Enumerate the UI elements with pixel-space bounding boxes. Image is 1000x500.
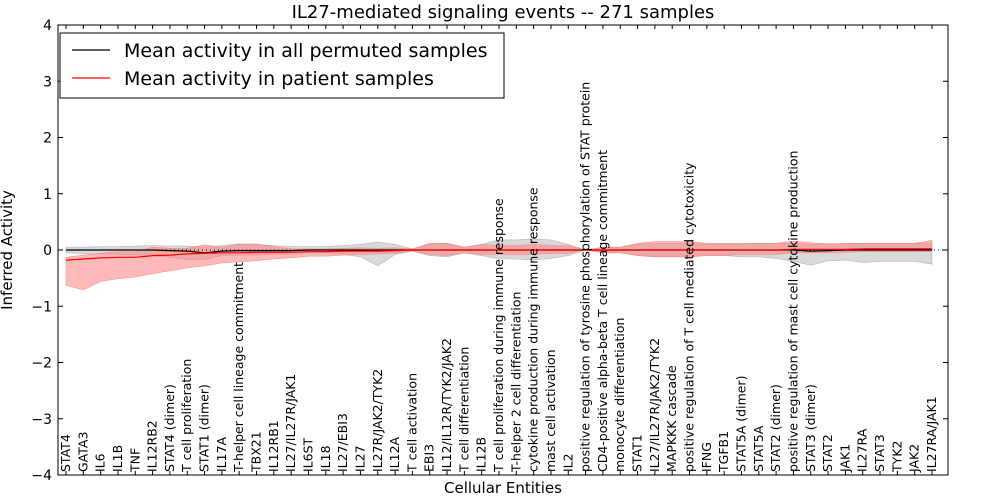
x-tick-label: IL12B (474, 437, 489, 472)
x-tick-label: STAT3 (872, 434, 887, 472)
x-axis-label: Cellular Entities (444, 479, 562, 497)
chart-title: IL27-mediated signaling events -- 271 sa… (292, 2, 715, 23)
x-tick-label: positive regulation of mast cell cytokin… (785, 151, 800, 472)
x-tick-label: TGFB1 (716, 431, 731, 473)
x-tick-label: mast cell activation (543, 349, 558, 472)
x-tick-label: IL18 (318, 445, 333, 472)
y-tick-label: 2 (43, 131, 52, 147)
x-tick-label: T cell proliferation during immune respo… (491, 198, 506, 473)
x-tick-label: STAT2 (dimer) (768, 384, 783, 472)
x-tick-label: IL27/IL27R/JAK1 (283, 374, 298, 472)
y-tick-label: 4 (43, 18, 52, 34)
x-tick-label: GATA3 (75, 432, 90, 472)
x-tick-label: TNF (127, 448, 142, 473)
x-tick-label: IL17A (214, 436, 229, 472)
x-tick-label: T-helper cell lineage commitment (231, 262, 246, 473)
y-tick-label: −3 (31, 412, 52, 428)
y-tick-label: −1 (31, 299, 52, 315)
x-tick-label: IL12A (387, 436, 402, 472)
y-axis: −4 −3 −2 −1 0 1 2 3 4 (31, 18, 948, 484)
x-tick-label: IL6ST (300, 437, 315, 472)
x-tick-label: positive regulation of tyrosine phosphor… (578, 82, 593, 472)
x-tick-label: IL12/IL12R/TYK2/JAK2 (439, 338, 454, 472)
x-tick-label: CD4-positive alpha-beta T cell lineage c… (595, 150, 610, 472)
line-patient-samples (65, 248, 932, 261)
x-tick-label: IL27R/JAK2/TYK2 (370, 369, 385, 472)
legend-box (59, 32, 505, 99)
x-tick-label: MAPKKK cascade (664, 365, 679, 472)
x-tick-label: STAT5A (dimer) (733, 376, 748, 472)
x-tick-label: IL27/EBI3 (335, 413, 350, 472)
y-axis-label: Inferred Activity (0, 190, 16, 310)
x-tick-labels: STAT4 GATA3 IL6 IL1B TNF IL12RB2 STAT4 (dimer)… (58, 82, 939, 473)
x-tick-label: STAT1 (630, 434, 645, 472)
x-tick-label: STAT3 (dimer) (803, 384, 818, 472)
x-tick-label: IL27RA/JAK1 (924, 396, 939, 472)
x-tick-label: cytokine production during immune respon… (526, 187, 541, 472)
x-tick-label: JAK2 (907, 444, 922, 473)
x-tick-label: TYK2 (889, 441, 904, 473)
legend: Mean activity in all permuted samples Me… (59, 32, 505, 99)
x-tick-label: IL6 (93, 453, 108, 472)
x-tick-label: STAT1 (dimer) (197, 384, 212, 472)
x-tick-label: monocyte differentiation (612, 318, 627, 472)
x-tick-label: T cell proliferation (179, 359, 194, 473)
x-tick-label: IL12RB2 (145, 420, 160, 472)
legend-label-patient: Mean activity in patient samples (124, 68, 434, 90)
x-tick-label: STAT5A (751, 425, 766, 472)
x-tick-label: T cell activation (404, 373, 419, 473)
y-tick-label: −2 (31, 356, 52, 372)
y-tick-label: 1 (43, 187, 52, 203)
x-tick-label: STAT2 (820, 434, 835, 472)
y-tick-label: −4 (31, 468, 52, 484)
x-tick-label: IL27 (352, 445, 367, 472)
x-tick-label: STAT4 (58, 434, 73, 472)
y-tick-label: 3 (43, 74, 52, 90)
x-tick-label: IL1B (110, 445, 125, 472)
x-tick-label: positive regulation of T cell mediated c… (682, 162, 697, 472)
x-tick-label: EBI3 (422, 444, 437, 472)
x-tick-label: JAK1 (837, 444, 852, 473)
x-tick-label: IL27RA (855, 428, 870, 472)
x-tick-label: IL2 (560, 453, 575, 472)
x-tick-label: IL12RB1 (266, 420, 281, 472)
x-tick-label: IL27/IL27R/JAK2/TYK2 (647, 338, 662, 472)
legend-label-permuted: Mean activity in all permuted samples (124, 40, 487, 62)
x-tick-label: T cell differentiation (456, 347, 471, 473)
x-tick-label: STAT4 (dimer) (162, 384, 177, 472)
x-tick-label: IFNG (699, 442, 714, 472)
x-tick-label: TBX21 (249, 431, 264, 473)
y-tick-label: 0 (43, 243, 52, 259)
series-lines (65, 248, 932, 261)
x-axis (65, 25, 933, 475)
x-tick-label: T-helper 2 cell differentiation (508, 292, 523, 473)
